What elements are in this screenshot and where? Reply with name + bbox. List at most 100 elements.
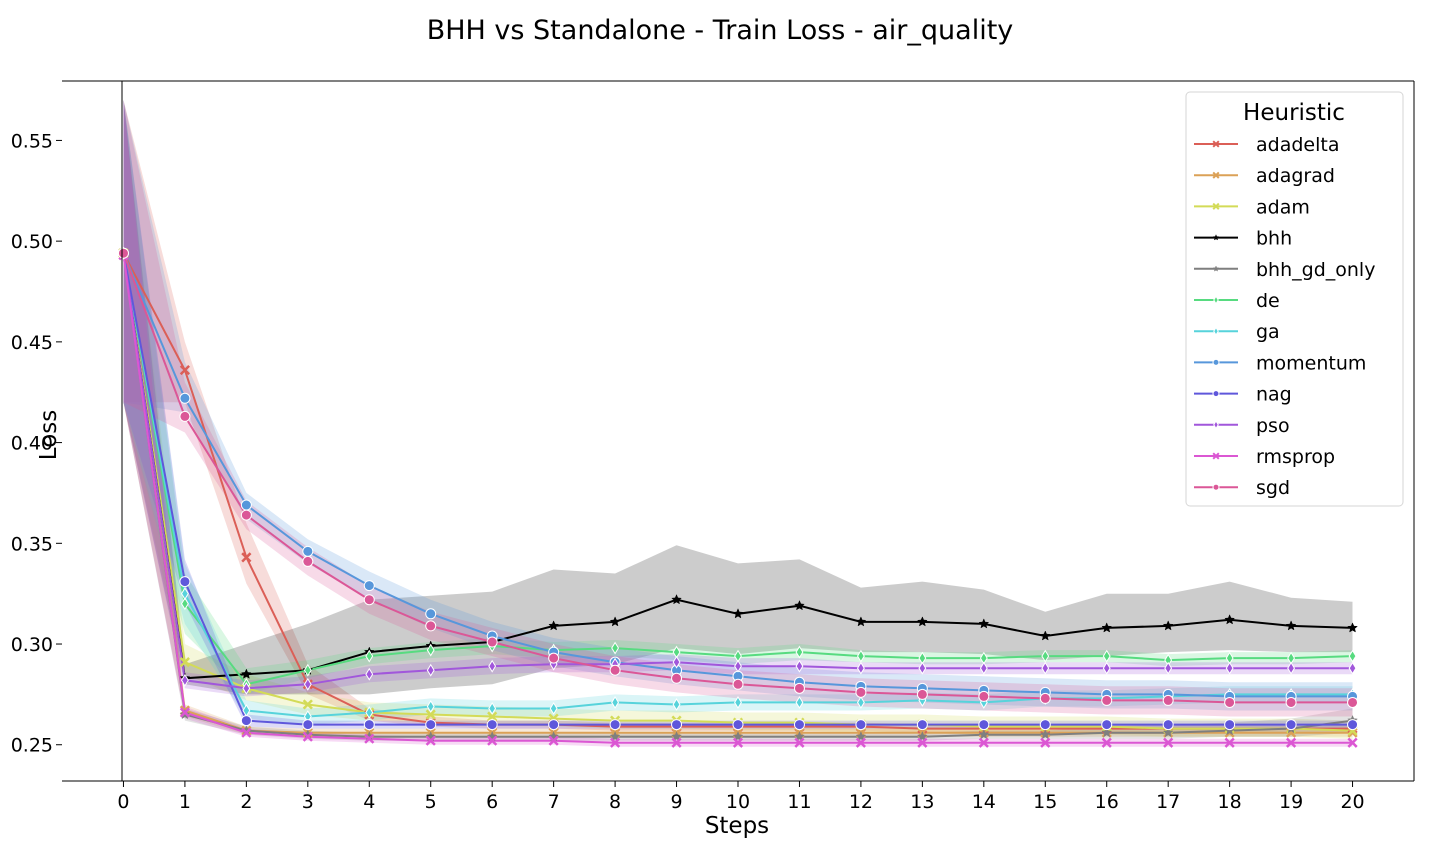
y-tick-label: 0.40 bbox=[11, 433, 53, 455]
point-bhh bbox=[1039, 630, 1051, 641]
y-tick-label: 0.50 bbox=[11, 231, 53, 253]
point-pso bbox=[795, 659, 804, 673]
point-pso bbox=[242, 681, 251, 695]
point-sgd bbox=[117, 247, 129, 259]
point-sgd bbox=[425, 620, 437, 632]
point-sgd bbox=[1347, 696, 1359, 708]
legend-label-sgd: sgd bbox=[1256, 477, 1290, 499]
point-adam bbox=[179, 657, 190, 668]
point-sgd bbox=[609, 664, 621, 676]
point-rmsprop bbox=[1101, 737, 1112, 748]
legend-label-pso: pso bbox=[1256, 415, 1290, 437]
point-nag bbox=[548, 719, 560, 731]
x-tick-label: 9 bbox=[670, 791, 682, 813]
x-tick-label: 11 bbox=[787, 791, 811, 813]
point-pso bbox=[303, 677, 312, 691]
point-sgd bbox=[732, 678, 744, 690]
point-bhh bbox=[1224, 614, 1236, 625]
point-bhh_gd_only bbox=[794, 731, 805, 742]
point-nag bbox=[732, 719, 744, 731]
point-bhh bbox=[978, 618, 990, 629]
point-pso bbox=[1164, 661, 1173, 675]
point-bhh bbox=[609, 616, 621, 627]
point-rmsprop bbox=[732, 737, 744, 748]
point-rmsprop bbox=[917, 737, 928, 748]
point-bhh bbox=[240, 668, 252, 679]
point-rmsprop bbox=[241, 727, 252, 738]
point-sgd bbox=[1285, 696, 1297, 708]
point-nag bbox=[916, 719, 928, 731]
x-tick-label: 2 bbox=[240, 791, 252, 813]
x-tick-label: 3 bbox=[302, 791, 314, 813]
x-ticks: 0 1 2 3 4 5 6 7 8 9 10 11 12 13 14 15 16 17 18 19 20 bbox=[117, 781, 1365, 813]
point-sgd bbox=[363, 594, 375, 606]
legend-marker-momentum bbox=[1212, 358, 1220, 366]
point-nag bbox=[1285, 719, 1297, 731]
point-ga bbox=[488, 702, 497, 715]
point-de bbox=[1102, 649, 1111, 663]
point-nag bbox=[486, 719, 498, 731]
point-sgd bbox=[1224, 696, 1236, 708]
legend-label-adagrad: adagrad bbox=[1256, 165, 1335, 187]
point-nag bbox=[671, 719, 683, 731]
x-tick-label: 20 bbox=[1340, 791, 1364, 813]
legend-box bbox=[1185, 91, 1404, 507]
point-bhh_gd_only bbox=[671, 731, 682, 742]
x-tick-label: 8 bbox=[609, 791, 621, 813]
point-sgd bbox=[1101, 694, 1113, 706]
point-ga bbox=[611, 696, 620, 709]
legend-label-bhh: bhh bbox=[1256, 228, 1292, 250]
y-tick-label: 0.55 bbox=[11, 130, 53, 152]
point-ga bbox=[426, 700, 435, 713]
x-tick-label: 19 bbox=[1279, 791, 1303, 813]
legend-marker-adadelta bbox=[1212, 140, 1220, 148]
y-tick-label: 0.25 bbox=[11, 735, 53, 757]
point-bhh_gd_only bbox=[609, 731, 621, 742]
point-pso bbox=[979, 661, 988, 675]
point-bhh_gd_only bbox=[916, 731, 928, 742]
point-rmsprop bbox=[1040, 737, 1051, 748]
point-rmsprop bbox=[978, 737, 989, 748]
point-ga bbox=[365, 706, 374, 719]
point-nag bbox=[609, 719, 621, 731]
legend-marker-adam bbox=[1212, 202, 1220, 210]
point-nag bbox=[1039, 719, 1051, 731]
point-adadelta bbox=[179, 364, 190, 376]
point-pso bbox=[1287, 661, 1296, 675]
legend-label-rmsprop: rmsprop bbox=[1256, 446, 1335, 468]
point-bhh bbox=[1285, 620, 1297, 631]
point-bhh_gd_only bbox=[855, 731, 867, 742]
x-tick-label: 7 bbox=[548, 791, 560, 813]
legend-label-adam: adam bbox=[1256, 196, 1310, 218]
point-momentum bbox=[240, 499, 252, 511]
point-pso bbox=[734, 659, 742, 673]
point-rmsprop bbox=[855, 737, 866, 748]
legend-marker-bhh bbox=[1212, 234, 1220, 241]
x-tick-label: 10 bbox=[726, 791, 750, 813]
point-rmsprop bbox=[425, 735, 436, 746]
point-ga bbox=[672, 698, 681, 711]
x-tick-label: 5 bbox=[425, 791, 437, 813]
point-sgd bbox=[855, 686, 867, 698]
point-sgd bbox=[671, 672, 683, 684]
point-bhh bbox=[794, 600, 805, 611]
legend-label-adadelta: adadelta bbox=[1256, 134, 1339, 156]
x-tick-label: 16 bbox=[1095, 791, 1119, 813]
point-pso bbox=[1348, 661, 1357, 675]
point-sgd bbox=[486, 636, 498, 648]
point-pso bbox=[918, 661, 927, 675]
point-rmsprop bbox=[179, 707, 190, 718]
x-tick-label: 13 bbox=[910, 791, 934, 813]
point-adadelta bbox=[241, 552, 252, 563]
point-rmsprop bbox=[364, 733, 375, 744]
legend-label-bhh_gd_only: bhh_gd_only bbox=[1256, 259, 1375, 281]
point-momentum bbox=[363, 580, 375, 592]
point-rmsprop bbox=[487, 735, 498, 746]
point-sgd bbox=[548, 652, 560, 664]
point-sgd bbox=[1039, 692, 1051, 704]
y-tick-label: 0.45 bbox=[11, 332, 53, 354]
point-rmsprop bbox=[1224, 737, 1235, 748]
point-pso bbox=[426, 663, 435, 677]
